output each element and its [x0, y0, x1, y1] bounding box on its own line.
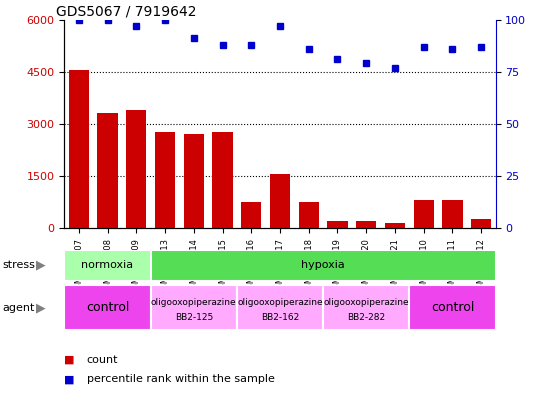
Text: ▶: ▶ [35, 259, 45, 272]
Bar [184, 134, 204, 228]
Bar [298, 202, 319, 228]
Bar [270, 174, 290, 228]
Text: ▶: ▶ [35, 301, 45, 314]
Bar [471, 219, 491, 228]
Bar [385, 223, 405, 228]
Text: ■: ■ [64, 354, 75, 365]
Bar [126, 110, 146, 228]
Text: normoxia: normoxia [81, 260, 134, 270]
Bar [356, 221, 376, 228]
Bar [69, 70, 89, 228]
Text: GDS5067 / 7919642: GDS5067 / 7919642 [56, 4, 196, 18]
Bar [155, 132, 175, 228]
Bar [328, 221, 348, 228]
Text: ■: ■ [64, 374, 75, 384]
Bar [409, 285, 496, 330]
Text: control: control [431, 301, 474, 314]
Bar [64, 250, 151, 281]
Bar [241, 202, 262, 228]
Text: hypoxia: hypoxia [301, 260, 345, 270]
Text: BB2-125: BB2-125 [175, 313, 213, 322]
Text: agent: agent [3, 303, 35, 312]
Bar [97, 113, 118, 228]
Bar [323, 285, 409, 330]
Text: BB2-282: BB2-282 [347, 313, 385, 322]
Text: oligooxopiperazine: oligooxopiperazine [324, 298, 409, 307]
Bar [151, 285, 237, 330]
Bar [442, 200, 463, 228]
Bar [212, 132, 232, 228]
Bar [237, 285, 323, 330]
Text: oligooxopiperazine: oligooxopiperazine [151, 298, 236, 307]
Text: percentile rank within the sample: percentile rank within the sample [87, 374, 274, 384]
Text: stress: stress [3, 260, 36, 270]
Text: BB2-162: BB2-162 [261, 313, 299, 322]
Text: count: count [87, 354, 118, 365]
Text: control: control [86, 301, 129, 314]
Bar [151, 250, 496, 281]
Text: oligooxopiperazine: oligooxopiperazine [237, 298, 323, 307]
Bar [64, 285, 151, 330]
Bar [414, 200, 434, 228]
